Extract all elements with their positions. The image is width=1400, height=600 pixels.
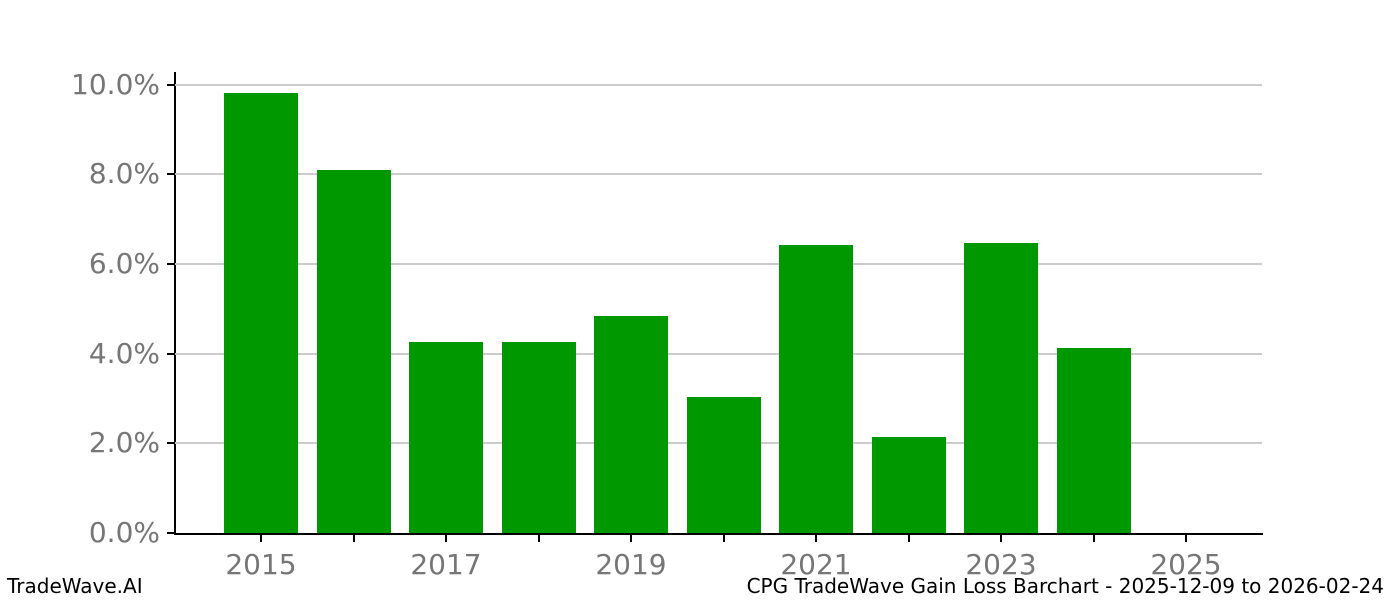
gridline bbox=[175, 262, 1262, 265]
x-tick-mark bbox=[1092, 535, 1095, 542]
x-tick-label: 2017 bbox=[410, 548, 482, 581]
x-tick-mark bbox=[815, 535, 817, 542]
y-axis-spine bbox=[174, 72, 176, 535]
bar-2016 bbox=[316, 169, 391, 533]
x-tick-mark bbox=[445, 535, 447, 542]
x-tick-label: 2019 bbox=[595, 548, 667, 581]
y-tick-mark bbox=[167, 173, 175, 176]
x-tick-label: 2023 bbox=[965, 548, 1037, 581]
x-axis-spine bbox=[174, 533, 1263, 535]
x-tick-mark bbox=[722, 535, 725, 542]
y-tick-mark bbox=[167, 83, 175, 86]
gridline bbox=[175, 173, 1262, 176]
y-tick-label: 0.0% bbox=[88, 516, 160, 549]
x-tick-mark bbox=[352, 535, 355, 542]
bar-2018 bbox=[501, 341, 576, 533]
y-tick-label: 10.0% bbox=[71, 67, 160, 101]
bar-2023 bbox=[964, 242, 1038, 533]
y-tick-label: 4.0% bbox=[88, 336, 160, 370]
x-tick-label: 2021 bbox=[780, 548, 852, 581]
x-tick-mark bbox=[907, 535, 910, 542]
x-tick-label: 2015 bbox=[225, 548, 297, 581]
y-tick-label: 6.0% bbox=[88, 246, 160, 280]
x-tick-mark bbox=[260, 535, 262, 542]
x-tick-label: 2025 bbox=[1150, 548, 1222, 581]
bar-2019 bbox=[594, 315, 668, 533]
footer: TradeWave.AI CPG TradeWave Gain Loss Bar… bbox=[0, 572, 1400, 598]
bar-2017 bbox=[409, 341, 483, 533]
x-tick-mark bbox=[630, 535, 632, 542]
y-axis-tick-labels: 0.0% 2.0% 4.0% 6.0% 8.0% 10.0% bbox=[0, 67, 160, 546]
bar-2015 bbox=[224, 92, 298, 533]
y-tick-mark bbox=[167, 262, 175, 265]
y-tick-label: 8.0% bbox=[88, 157, 160, 191]
x-tick-mark bbox=[1185, 535, 1187, 542]
y-tick-mark bbox=[167, 442, 175, 445]
bar-2021 bbox=[779, 244, 853, 533]
gridline bbox=[175, 83, 1262, 86]
bar-2020 bbox=[686, 397, 761, 533]
y-tick-mark bbox=[167, 532, 175, 534]
y-tick-label: 2.0% bbox=[88, 426, 160, 460]
chart-title: CPG TradeWave Gain Loss Barchart - 2025-… bbox=[746, 574, 1384, 598]
plot-area: 2015 2017 2019 2021 2023 2025 bbox=[167, 72, 1263, 581]
x-tick-mark bbox=[537, 535, 540, 542]
x-tick-mark bbox=[1000, 535, 1002, 542]
brand-watermark: TradeWave.AI bbox=[7, 574, 143, 598]
gridline bbox=[175, 352, 1262, 355]
y-tick-mark bbox=[167, 352, 175, 355]
bar-2022 bbox=[871, 437, 946, 533]
bar-2024 bbox=[1056, 347, 1131, 533]
